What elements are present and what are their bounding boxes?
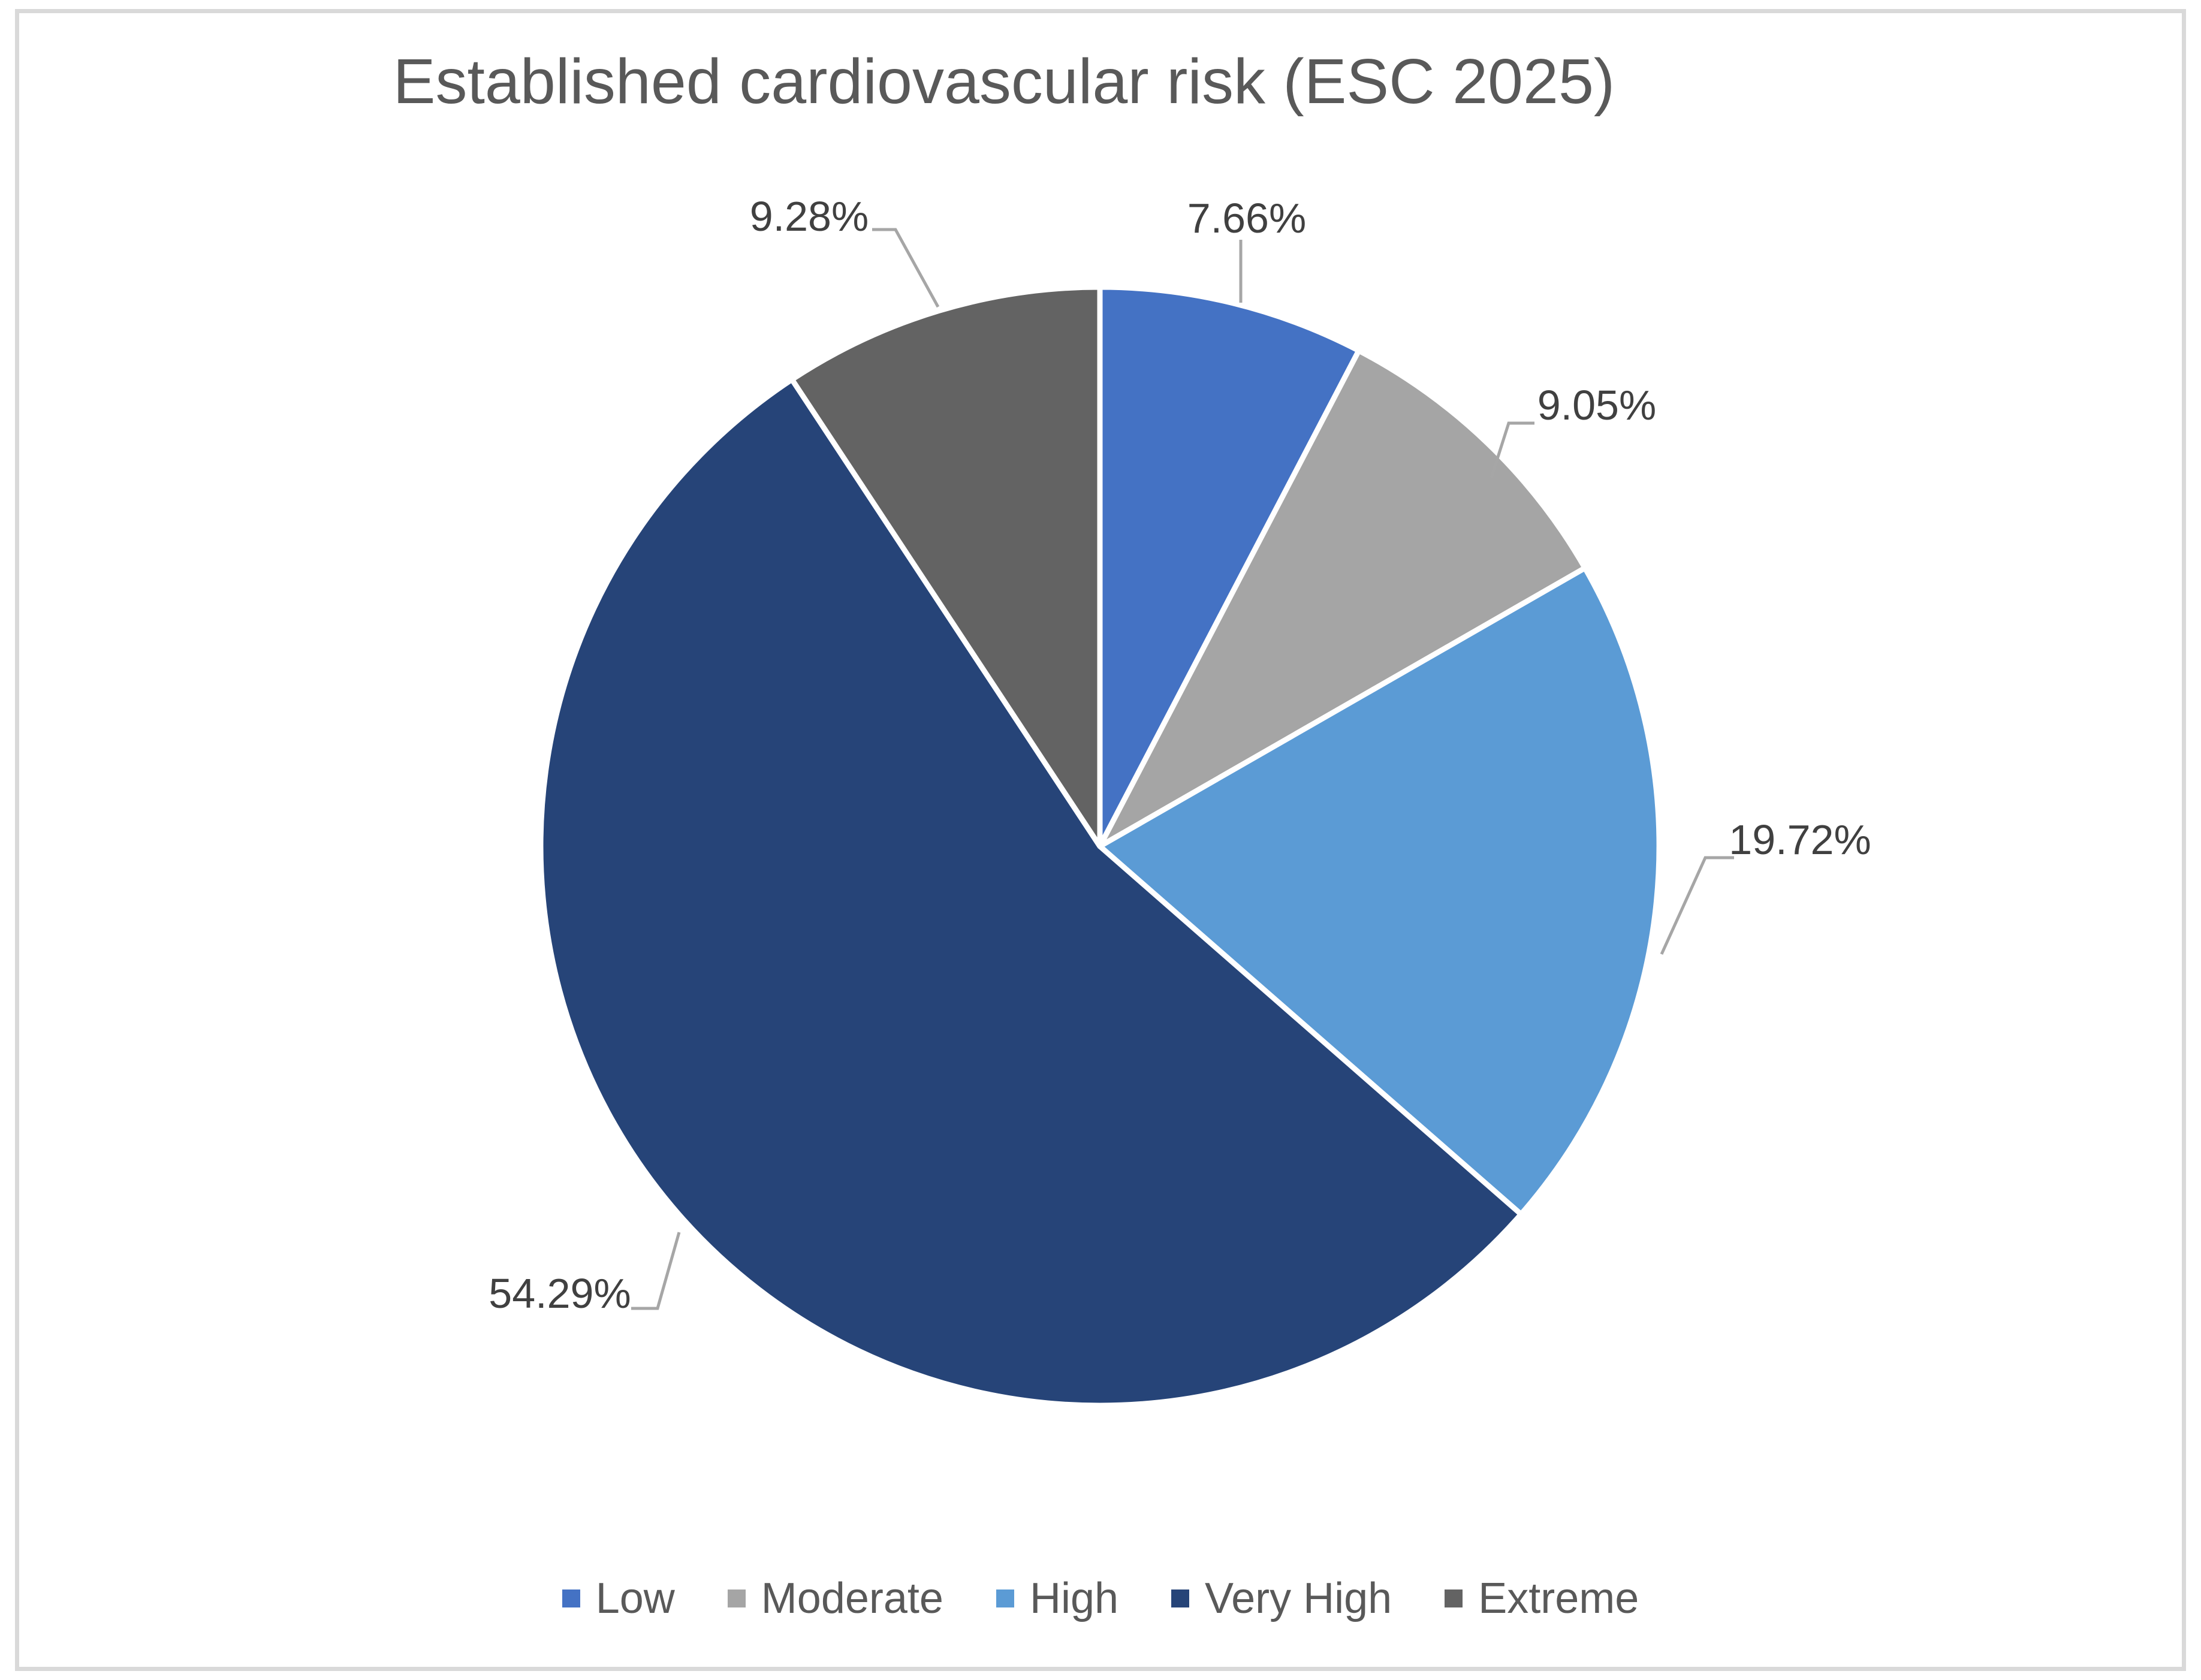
- legend-label-very-high: Very High: [1205, 1575, 1392, 1622]
- leader-line-extreme: [872, 228, 940, 308]
- data-label-moderate: 9.05%: [1537, 382, 1656, 429]
- data-label-very-high: 54.29%: [489, 1270, 631, 1317]
- legend-item-very-high: Very High: [1171, 1574, 1392, 1623]
- legend-label-extreme: Extreme: [1478, 1575, 1639, 1622]
- legend-label-moderate: Moderate: [761, 1575, 943, 1622]
- chart-title: Established cardiovascular risk (ESC 202…: [393, 46, 1615, 117]
- pie-slice-very-high: [538, 376, 1524, 1408]
- leader-line-moderate: [1490, 421, 1534, 478]
- pie-slice-high: [1097, 565, 1662, 1217]
- leader-line-very-high: [631, 1232, 681, 1310]
- legend-swatch-very-high: [1171, 1589, 1190, 1607]
- legend-item-moderate: Moderate: [727, 1574, 943, 1623]
- leader-line-high: [1660, 856, 1734, 955]
- legend-swatch-low: [562, 1589, 580, 1607]
- data-label-high: 19.72%: [1729, 816, 1871, 863]
- data-label-extreme: 9.28%: [750, 193, 869, 240]
- data-label-low: 7.66%: [1187, 195, 1306, 242]
- legend-swatch-extreme: [1445, 1589, 1463, 1607]
- legend-swatch-high: [996, 1589, 1014, 1607]
- chart-legend: Low Moderate High Very High Extreme: [0, 1566, 2201, 1631]
- legend-swatch-moderate: [727, 1589, 746, 1607]
- legend-item-low: Low: [562, 1574, 675, 1623]
- pie-slice-low: [1097, 284, 1362, 849]
- legend-item-extreme: Extreme: [1445, 1574, 1639, 1623]
- legend-label-high: High: [1029, 1575, 1119, 1622]
- legend-item-high: High: [996, 1574, 1118, 1623]
- pie-slice-moderate: [1097, 348, 1588, 849]
- pie-slice-extreme: [789, 284, 1103, 849]
- legend-label-low: Low: [595, 1575, 675, 1622]
